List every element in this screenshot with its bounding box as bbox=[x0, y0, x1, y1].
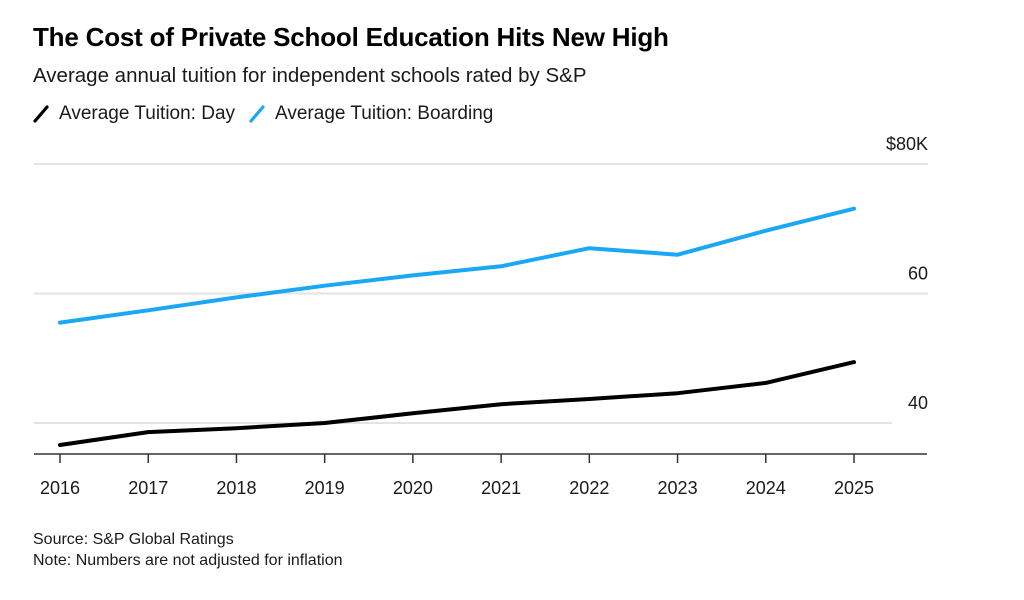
x-tick-label: 2018 bbox=[216, 478, 256, 498]
x-axis bbox=[34, 453, 927, 463]
x-tick-label: 2020 bbox=[393, 478, 433, 498]
gridlines bbox=[34, 163, 928, 424]
y-axis-labels: 40 60 $80K bbox=[886, 134, 928, 413]
legend-item-boarding: Average Tuition: Boarding bbox=[249, 103, 493, 125]
series-line-boarding bbox=[58, 206, 856, 325]
diagonal-line-icon bbox=[249, 105, 265, 123]
x-tick-label: 2022 bbox=[569, 478, 609, 498]
x-tick-label: 2019 bbox=[305, 478, 345, 498]
legend: Average Tuition: Day Average Tuition: Bo… bbox=[33, 103, 507, 125]
source-note: Source: S&P Global Ratings bbox=[33, 531, 234, 548]
diagonal-line-icon bbox=[33, 105, 49, 123]
series-line-day bbox=[58, 360, 856, 447]
x-tick-label: 2016 bbox=[40, 478, 80, 498]
x-tick-label: 2025 bbox=[834, 478, 874, 498]
footer: Source: S&P Global Ratings Note: Numbers… bbox=[33, 529, 343, 571]
y-tick-label: $80K bbox=[886, 134, 928, 154]
legend-item-day: Average Tuition: Day bbox=[33, 103, 235, 125]
y-tick-label: 40 bbox=[908, 393, 928, 413]
inflation-note: Note: Numbers are not adjusted for infla… bbox=[33, 552, 343, 569]
legend-label-day: Average Tuition: Day bbox=[59, 103, 236, 124]
chart-title: The Cost of Private School Education Hit… bbox=[33, 22, 669, 52]
x-tick-label: 2023 bbox=[658, 478, 698, 498]
x-axis-labels: 2016 2017 2018 2019 2020 2021 2022 2023 2024 2025 bbox=[40, 478, 874, 498]
legend-label-boarding: Average Tuition: Boarding bbox=[275, 103, 494, 124]
x-tick-label: 2017 bbox=[128, 478, 168, 498]
x-tick-label: 2024 bbox=[746, 478, 786, 498]
y-tick-label: 60 bbox=[908, 264, 928, 284]
x-tick-label: 2021 bbox=[481, 478, 521, 498]
series bbox=[58, 206, 856, 447]
chart-subtitle: Average annual tuition for independent s… bbox=[33, 64, 587, 87]
